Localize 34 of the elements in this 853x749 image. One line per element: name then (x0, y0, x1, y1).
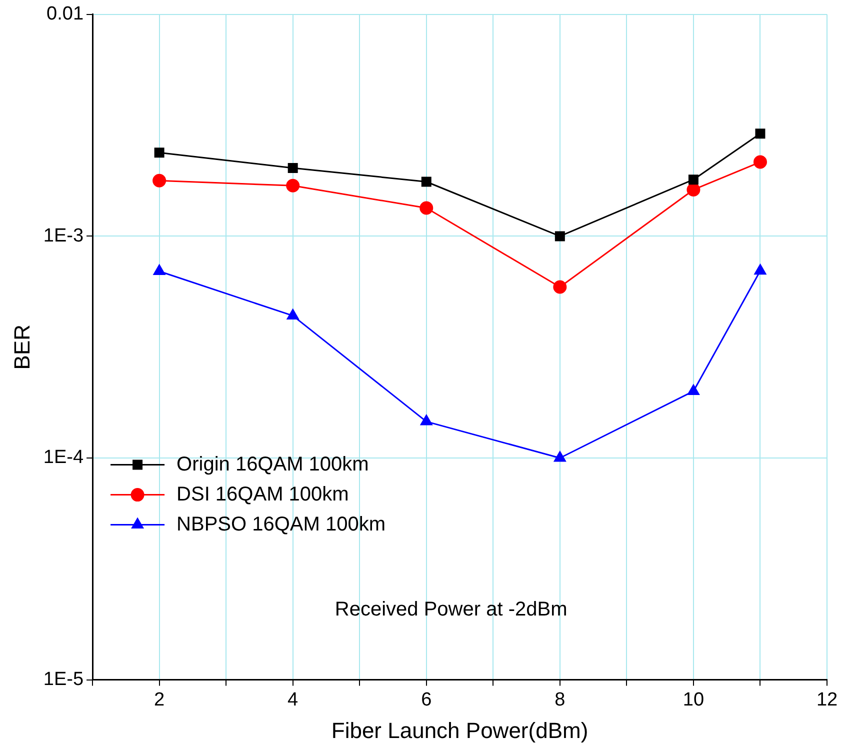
point (554, 231, 565, 242)
point (688, 174, 698, 185)
y-tick-label: 1E-4 (43, 447, 84, 468)
y-tick-label: 1E-5 (43, 669, 84, 690)
legend-label: Origin 16QAM 100km (176, 453, 369, 476)
point (686, 182, 700, 196)
point (154, 148, 164, 158)
x-tick-label: 4 (288, 689, 299, 710)
x-tick-label: 10 (682, 689, 704, 710)
point (688, 384, 700, 395)
point (153, 264, 166, 275)
y-axis-title: BER (9, 324, 34, 370)
point (420, 414, 432, 426)
point (286, 178, 300, 192)
x-tick-label: 6 (421, 689, 432, 710)
point (753, 155, 767, 169)
x-tick-label: 2 (154, 689, 165, 710)
legend-label: DSI 16QAM 100km (176, 483, 349, 506)
point (152, 174, 166, 188)
point (554, 451, 566, 462)
x-tick-label: 8 (554, 689, 566, 710)
annotation: Received Power at -2dBm (334, 598, 568, 620)
point (420, 201, 434, 215)
point (754, 264, 766, 275)
point (288, 163, 298, 173)
point (553, 280, 567, 294)
legend-label: NBPSO 16QAM 100km (176, 513, 386, 536)
x-axis-title: Fiber Launch Power(dBm) (331, 718, 588, 743)
y-tick-label: 1E-3 (43, 225, 84, 246)
y-tick-label: 0.01 (46, 4, 84, 25)
point (755, 128, 766, 139)
x-tick-label: 12 (816, 689, 838, 710)
point (286, 308, 299, 320)
point (421, 176, 432, 187)
